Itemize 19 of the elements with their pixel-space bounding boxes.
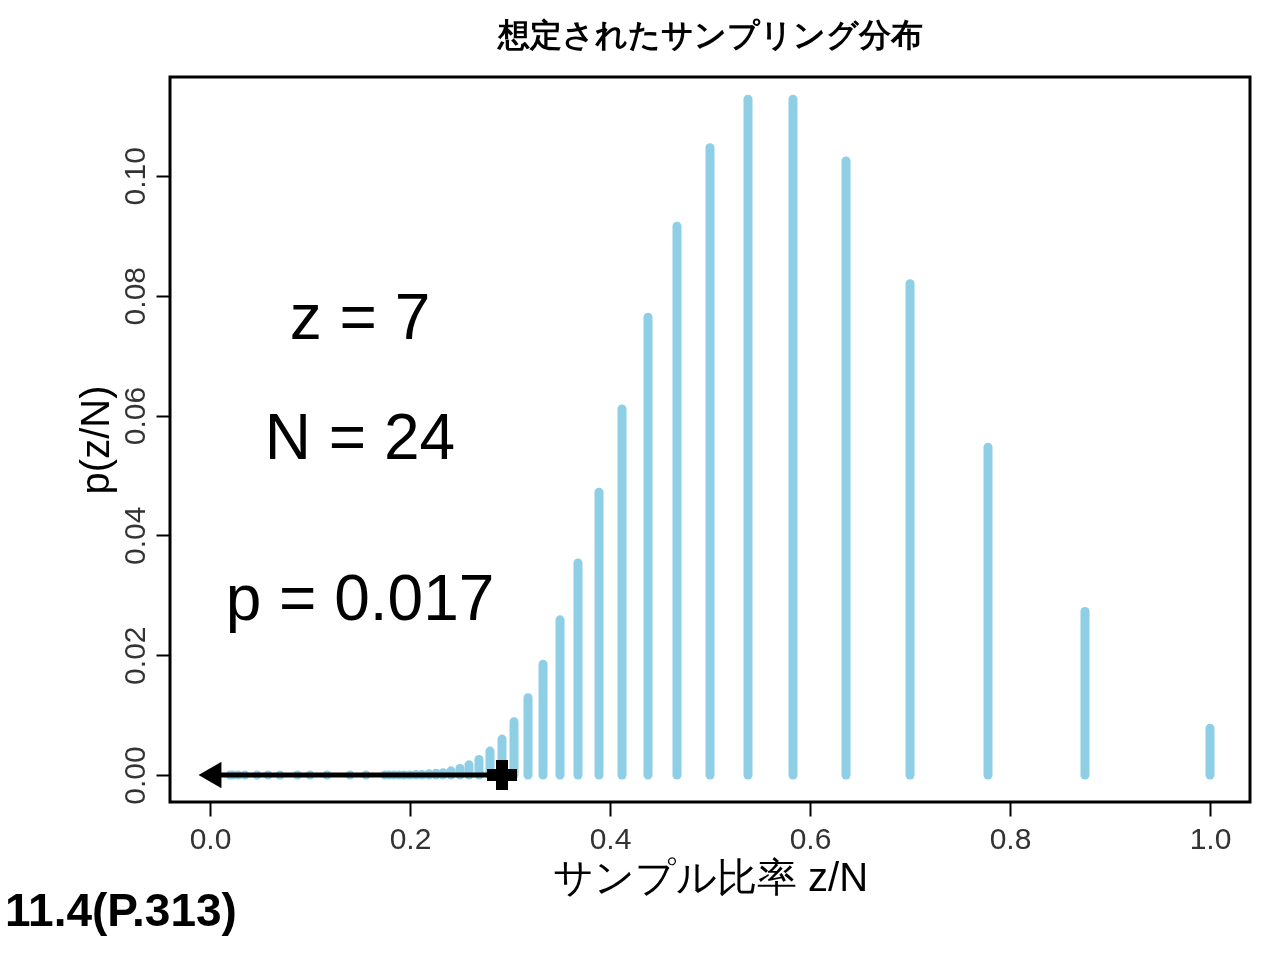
y-tick-label: 0.10 bbox=[117, 147, 151, 206]
x-tick-label: 1.0 bbox=[1189, 821, 1232, 855]
annotation: p = 0.017 bbox=[225, 562, 495, 635]
x-tick-label: 0.0 bbox=[189, 821, 232, 855]
y-tick-label: 0.08 bbox=[117, 267, 151, 326]
x-tick-label: 0.6 bbox=[789, 821, 832, 855]
x-tick-label: 0.4 bbox=[589, 821, 632, 855]
y-tick-label: 0.00 bbox=[117, 746, 151, 805]
chart-title: 想定されたサンプリング分布 bbox=[495, 17, 923, 53]
x-tick-label: 0.8 bbox=[989, 821, 1032, 855]
annotation: z = 7 bbox=[289, 280, 431, 353]
x-axis-title: サンプル比率 z/N bbox=[552, 854, 869, 899]
y-tick-label: 0.02 bbox=[117, 626, 151, 685]
annotation: N = 24 bbox=[264, 400, 456, 473]
y-axis-title: p(z/N) bbox=[72, 385, 117, 495]
y-tick-label: 0.04 bbox=[117, 506, 151, 566]
x-tick-label: 0.2 bbox=[389, 821, 432, 855]
text: 11.4(P.313) bbox=[5, 884, 237, 936]
y-tick-label: 0.06 bbox=[117, 386, 151, 446]
